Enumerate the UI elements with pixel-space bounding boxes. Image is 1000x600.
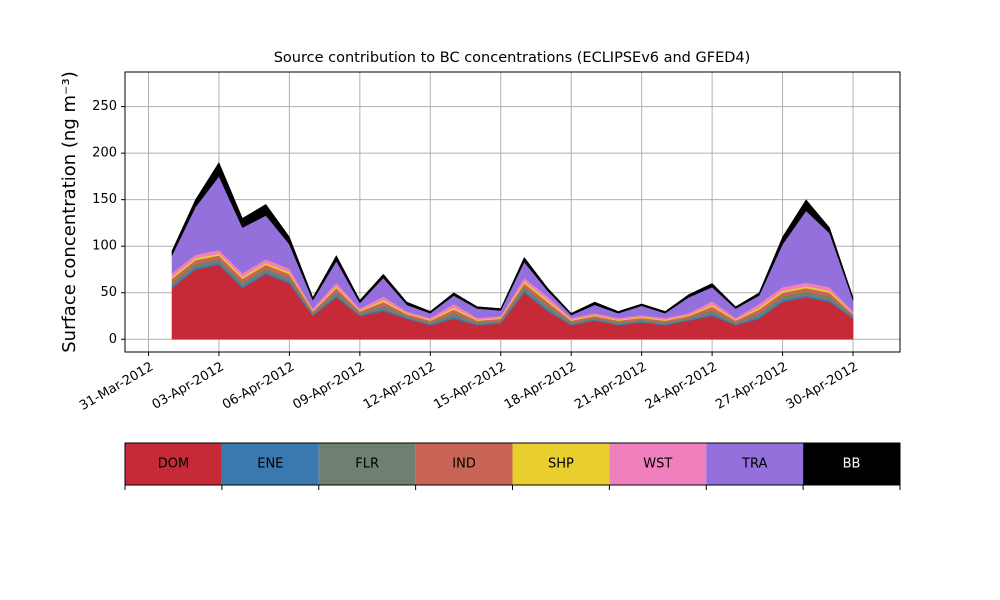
x-tick-label: 24-Apr-2012: [643, 360, 720, 413]
y-tick-label: 200: [92, 146, 117, 161]
x-tick-label: 03-Apr-2012: [150, 360, 227, 413]
x-tick-label: 18-Apr-2012: [502, 360, 579, 413]
x-tick-label: 12-Apr-2012: [361, 360, 438, 413]
legend-label: TRA: [741, 457, 767, 472]
area: [171, 161, 854, 316]
legend-swatch: [706, 443, 804, 485]
legend-swatch: [609, 443, 707, 485]
legend-label: FLR: [355, 457, 379, 472]
x-tick-label: 09-Apr-2012: [290, 360, 367, 413]
y-tick-label: 0: [109, 332, 117, 347]
legend-label: ENE: [257, 457, 283, 472]
legend-label: BB: [843, 457, 861, 472]
y-tick-label: 50: [100, 285, 117, 300]
legend-swatch: [803, 443, 900, 485]
x-tick-label: 21-Apr-2012: [572, 360, 649, 413]
x-tick-label: 27-Apr-2012: [713, 360, 790, 413]
legend-label: SHP: [548, 457, 574, 472]
y-tick-label: 250: [92, 99, 117, 114]
y-tick-label: 150: [92, 192, 117, 207]
plot-frame: [124, 71, 901, 353]
legend-swatch: [125, 443, 222, 485]
legend-swatch: [512, 443, 610, 485]
y-axis-label: Surface concentration (ng m⁻³): [59, 71, 80, 353]
y-tick-label: 100: [92, 239, 117, 254]
x-tick-label: 30-Apr-2012: [784, 360, 861, 413]
legend-label: IND: [452, 457, 476, 472]
x-tick-label: 06-Apr-2012: [220, 360, 297, 413]
legend-swatch: [221, 443, 319, 485]
legend-swatch: [318, 443, 416, 485]
x-tick-label: 31-Mar-2012: [77, 360, 156, 414]
legend-label: WST: [643, 457, 672, 472]
legend-label: DOM: [158, 457, 189, 472]
chart-title: Source contribution to BC concentrations…: [274, 50, 751, 66]
legend-swatch: [415, 443, 513, 485]
x-tick-label: 15-Apr-2012: [431, 360, 508, 413]
